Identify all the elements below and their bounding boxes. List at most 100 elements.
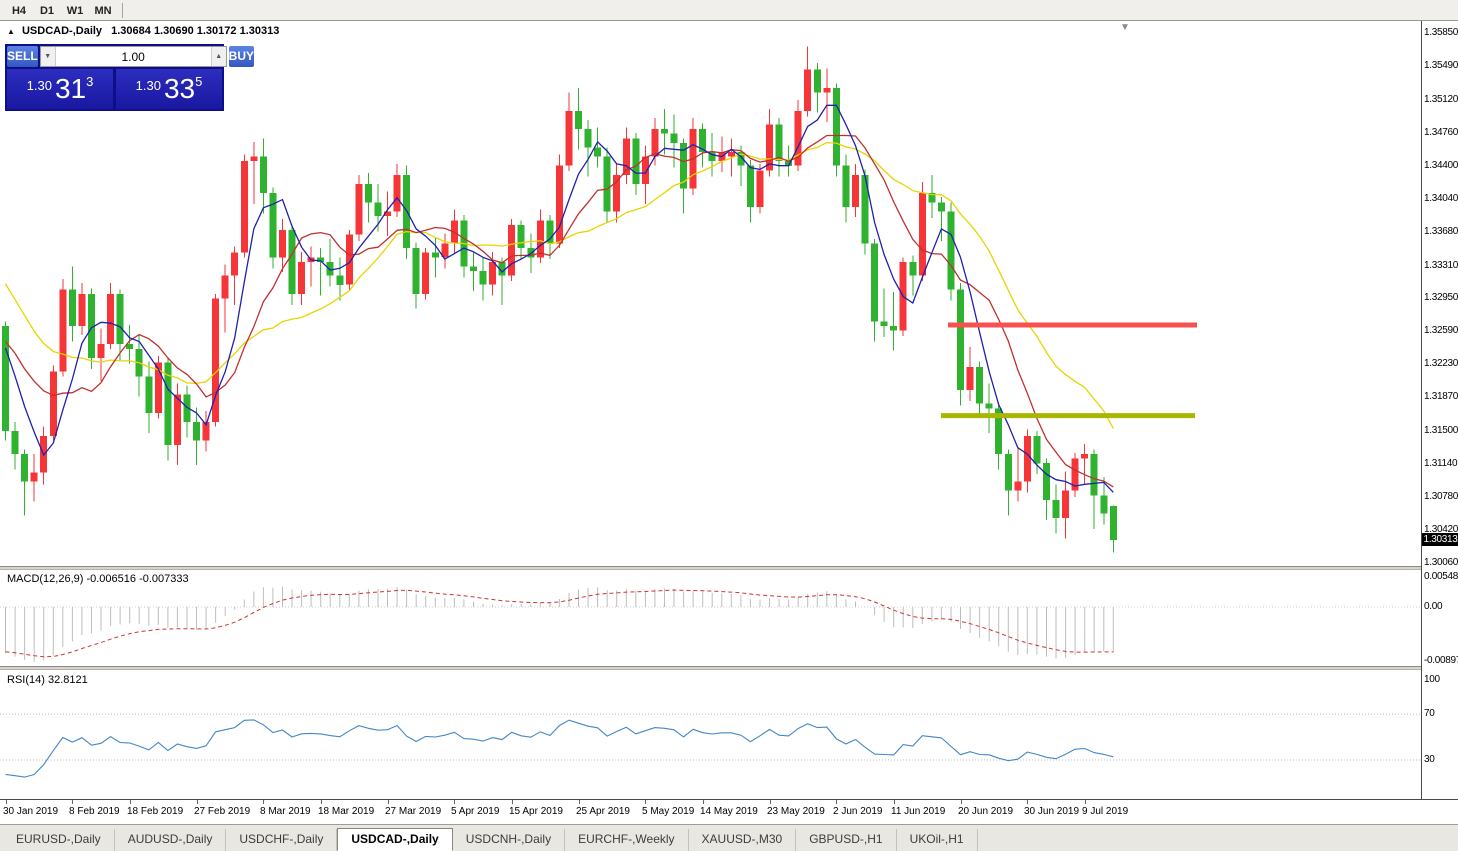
date-label: 18 Feb 2019	[127, 806, 184, 817]
price-axis-label: 1.34040	[1424, 192, 1458, 204]
volume-decrease-button[interactable]: ▼	[40, 47, 56, 66]
date-label: 8 Feb 2019	[69, 806, 120, 817]
rsi-axis-label: 100	[1424, 674, 1440, 685]
volume-control: ▼ ▲	[39, 46, 227, 67]
date-label: 18 Mar 2019	[318, 806, 375, 817]
date-label: 9 Jul 2019	[1082, 806, 1129, 817]
date-label: 14 May 2019	[700, 806, 758, 817]
timeframe-toolbar: H4 D1 W1 MN	[0, 0, 1458, 21]
chart-ohlc-values: 1.30684 1.30690 1.30172 1.30313	[111, 25, 280, 37]
price-axis-label: 1.30420	[1424, 524, 1458, 536]
time-axis-tick	[263, 800, 264, 804]
macd-indicator-panel[interactable]	[0, 570, 1421, 666]
price-axis-label: 1.32230	[1424, 358, 1458, 370]
chart-tab-usdcad-daily[interactable]: USDCAD-,Daily	[337, 828, 453, 851]
chart-tab-usdchf-daily[interactable]: USDCHF-,Daily	[226, 829, 338, 851]
toolbar-separator	[122, 2, 123, 18]
timeframe-button-d1[interactable]: D1	[39, 4, 55, 17]
time-axis-tick	[1085, 800, 1086, 804]
sell-price-pipette: 3	[86, 74, 94, 89]
macd-axis-label: 0.00	[1424, 601, 1443, 612]
price-axis-label: 1.35490	[1424, 59, 1458, 71]
price-chart-panel[interactable]: ▲ USDCAD-,Daily 1.30684 1.30690 1.30172 …	[0, 21, 1421, 566]
volume-increase-button[interactable]: ▲	[210, 47, 226, 66]
time-axis-tick	[894, 800, 895, 804]
macd-title: MACD(12,26,9) -0.006516 -0.007333	[7, 573, 189, 585]
chart-shift-marker-icon[interactable]: ▼	[1120, 22, 1130, 33]
buy-price-display[interactable]: 1.30 33 5	[116, 69, 222, 109]
price-axis-label: 1.35850	[1424, 27, 1458, 38]
time-axis-tick	[321, 800, 322, 804]
date-label: 2 Jun 2019	[833, 806, 883, 817]
macd-rsi-splitter[interactable]	[0, 666, 1458, 670]
price-axis-label: 1.33310	[1424, 259, 1458, 271]
chart-tab-xauusd-m30[interactable]: XAUUSD-,M30	[689, 829, 797, 851]
timeframe-button-h4[interactable]: H4	[11, 4, 27, 17]
time-axis-tick	[645, 800, 646, 804]
macd-axis-label: -0.00897	[1424, 655, 1458, 667]
time-axis-tick	[703, 800, 704, 804]
date-label: 23 May 2019	[767, 806, 825, 817]
price-axis[interactable]: 1.30313 1.35850 1.35490 1.35120 1.34760 1.34…	[1421, 21, 1458, 799]
price-axis-label: 1.33680	[1424, 225, 1458, 237]
date-label: 5 May 2019	[642, 806, 695, 817]
volume-input[interactable]	[55, 47, 211, 66]
rsi-axis-label: 30	[1424, 753, 1435, 765]
time-axis-tick	[579, 800, 580, 804]
rsi-line	[5, 719, 1114, 778]
time-axis[interactable]: 30 Jan 2019 8 Feb 2019 18 Feb 2019 27 Feb 2…	[0, 799, 1458, 824]
price-axis-label: 1.31500	[1424, 425, 1458, 437]
trade-prices-row: 1.30 31 3 1.30 33 5	[7, 69, 222, 109]
time-axis-tick	[512, 800, 513, 804]
price-axis-label: 1.31870	[1424, 391, 1458, 403]
rsi-indicator-panel[interactable]	[0, 670, 1421, 799]
price-axis-label: 1.34760	[1424, 126, 1458, 138]
sell-price-display[interactable]: 1.30 31 3	[7, 69, 113, 109]
ma-line-20	[4, 141, 1114, 429]
collapse-arrow-icon[interactable]: ▲	[7, 27, 15, 36]
sell-button[interactable]: SELL	[7, 46, 38, 67]
buy-price-main: 33	[163, 73, 196, 104]
chart-symbol-period: USDCAD-,Daily	[21, 25, 103, 37]
buy-button[interactable]: BUY	[228, 46, 255, 67]
time-axis-tick	[388, 800, 389, 804]
timeframe-button-mn[interactable]: MN	[94, 4, 112, 17]
date-label: 15 Apr 2019	[509, 806, 563, 817]
candlestick-chart[interactable]	[0, 21, 1421, 566]
date-label: 20 Jun 2019	[958, 806, 1014, 817]
price-axis-label: 1.35120	[1424, 93, 1458, 105]
date-label: 25 Apr 2019	[576, 806, 630, 817]
chart-tab-eurchf-weekly[interactable]: EURCHF-,Weekly	[565, 829, 689, 851]
sell-price-main: 31	[54, 73, 87, 104]
chart-tab-gbpusd-h1[interactable]: GBPUSD-,H1	[796, 829, 897, 851]
price-axis-label: 1.34400	[1424, 159, 1458, 171]
current-price-badge: 1.30313	[1422, 533, 1458, 546]
chart-tab-audusd-daily[interactable]: AUDUSD-,Daily	[115, 829, 227, 851]
macd-axis-label: 0.00548	[1424, 571, 1458, 582]
price-axis-label: 1.30060	[1424, 556, 1458, 568]
time-axis-tick	[961, 800, 962, 804]
sell-price-prefix: 1.30	[26, 78, 52, 93]
macd-histogram	[5, 586, 1114, 662]
price-axis-label: 1.32950	[1424, 292, 1458, 304]
chart-tab-eurusd-daily[interactable]: EURUSD-,Daily	[3, 829, 115, 851]
chart-macd-splitter[interactable]	[0, 566, 1458, 570]
ma-line-5	[4, 104, 1114, 493]
macd-signal-line	[5, 589, 1114, 658]
ma-line-10	[4, 134, 1114, 488]
time-axis-tick	[836, 800, 837, 804]
timeframe-button-w1[interactable]: W1	[66, 4, 84, 17]
date-label: 8 Mar 2019	[260, 806, 311, 817]
time-axis-tick	[197, 800, 198, 804]
time-axis-tick	[454, 800, 455, 804]
price-axis-label: 1.32590	[1424, 325, 1458, 337]
time-axis-tick	[770, 800, 771, 804]
chart-tab-ukoil-h1[interactable]: UKOil-,H1	[897, 829, 978, 851]
time-axis-tick	[130, 800, 131, 804]
chart-tab-usdcnh-daily[interactable]: USDCNH-,Daily	[453, 829, 566, 851]
time-axis-tick	[6, 800, 7, 804]
candlestick-series	[2, 46, 1117, 553]
time-axis-tick	[72, 800, 73, 804]
